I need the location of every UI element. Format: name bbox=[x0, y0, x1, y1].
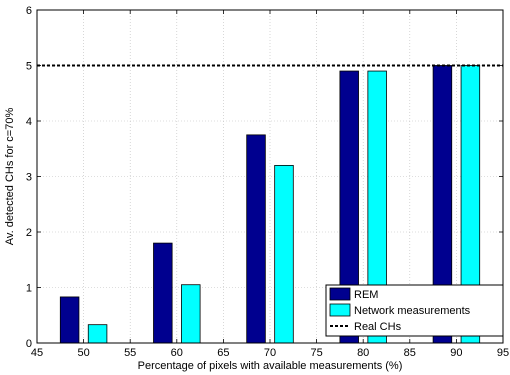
y-tick-label: 0 bbox=[26, 338, 32, 350]
y-tick-label: 2 bbox=[26, 227, 32, 239]
legend-swatch-rem bbox=[329, 287, 351, 301]
bar-network-measurements bbox=[87, 324, 108, 344]
x-tick-label: 90 bbox=[450, 347, 462, 359]
legend: REM Network measurements Real CHs bbox=[325, 284, 504, 337]
x-tick-label: 65 bbox=[217, 347, 229, 359]
bar-network-measurements bbox=[181, 284, 201, 344]
x-tick-label: 60 bbox=[171, 347, 183, 359]
bars bbox=[59, 65, 481, 344]
y-tick-label: 4 bbox=[26, 116, 32, 128]
x-tick-label: 50 bbox=[77, 347, 89, 359]
y-tick-label: 1 bbox=[26, 283, 32, 295]
y-tick-label: 6 bbox=[26, 5, 32, 17]
x-tick-label: 55 bbox=[124, 347, 136, 359]
legend-label-network-measurements: Network measurements bbox=[354, 305, 471, 317]
y-tick-label: 5 bbox=[26, 61, 32, 73]
x-tick-label: 85 bbox=[404, 347, 416, 359]
x-axis-label: Percentage of pixels with available meas… bbox=[138, 360, 403, 372]
x-tick-label: 70 bbox=[264, 347, 276, 359]
x-tick-label: 75 bbox=[310, 347, 322, 359]
bar-rem bbox=[59, 296, 80, 344]
legend-box bbox=[325, 284, 504, 337]
bar-network-measurements bbox=[274, 164, 294, 344]
y-tick-label: 3 bbox=[26, 172, 32, 184]
legend-label-rem: REM bbox=[354, 289, 378, 301]
bar-rem bbox=[246, 134, 266, 344]
bar-rem bbox=[153, 242, 173, 344]
x-tick-label: 45 bbox=[31, 347, 43, 359]
x-tick-label: 80 bbox=[357, 347, 369, 359]
legend-swatch-network-measurements bbox=[329, 303, 351, 317]
legend-label-real-chs: Real CHs bbox=[354, 321, 402, 333]
x-tick-label: 95 bbox=[497, 347, 509, 359]
y-axis-label: Av. detected CHs for c=70% bbox=[4, 108, 16, 246]
